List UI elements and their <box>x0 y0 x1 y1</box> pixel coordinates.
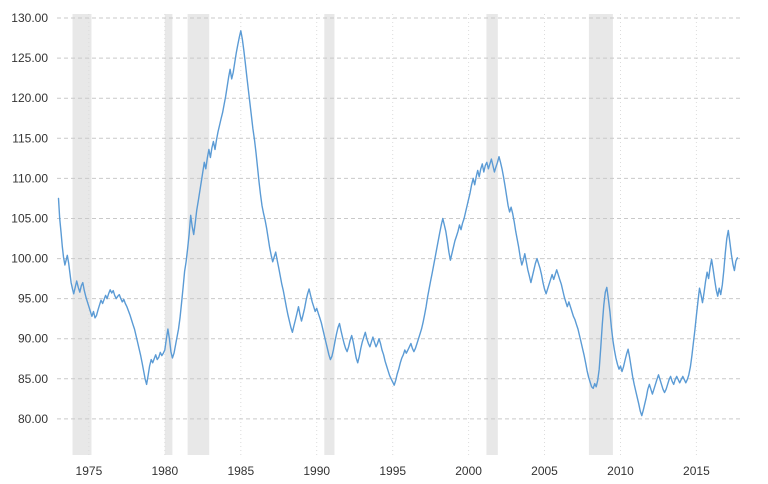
x-tick-label: 1985 <box>227 464 254 478</box>
recession-band <box>72 14 92 455</box>
x-tick-label: 2005 <box>531 464 558 478</box>
y-tick-label: 110.00 <box>12 171 48 185</box>
y-tick-label: 80.00 <box>18 412 48 426</box>
x-tick-label: 2010 <box>607 464 634 478</box>
recession-band <box>164 14 173 455</box>
x-tick-label: 2000 <box>455 464 482 478</box>
y-tick-label: 100.00 <box>11 252 48 266</box>
recession-band <box>486 14 498 455</box>
y-tick-label: 90.00 <box>18 332 48 346</box>
recession-band <box>588 14 613 455</box>
x-tick-label: 2015 <box>683 464 710 478</box>
y-tick-label: 95.00 <box>18 292 48 306</box>
y-tick-label: 105.00 <box>11 212 48 226</box>
x-tick-label: 1990 <box>303 464 330 478</box>
y-tick-label: 125.00 <box>11 51 48 65</box>
y-tick-label: 120.00 <box>11 91 48 105</box>
recession-band <box>324 14 335 455</box>
y-tick-label: 85.00 <box>18 372 48 386</box>
y-tick-label: 130.00 <box>11 11 48 25</box>
x-tick-label: 1975 <box>76 464 103 478</box>
recession-band <box>187 14 210 455</box>
y-tick-label: 115.00 <box>12 131 48 145</box>
x-tick-label: 1980 <box>151 464 178 478</box>
x-tick-label: 1995 <box>379 464 406 478</box>
dollar-index-line <box>57 30 739 417</box>
